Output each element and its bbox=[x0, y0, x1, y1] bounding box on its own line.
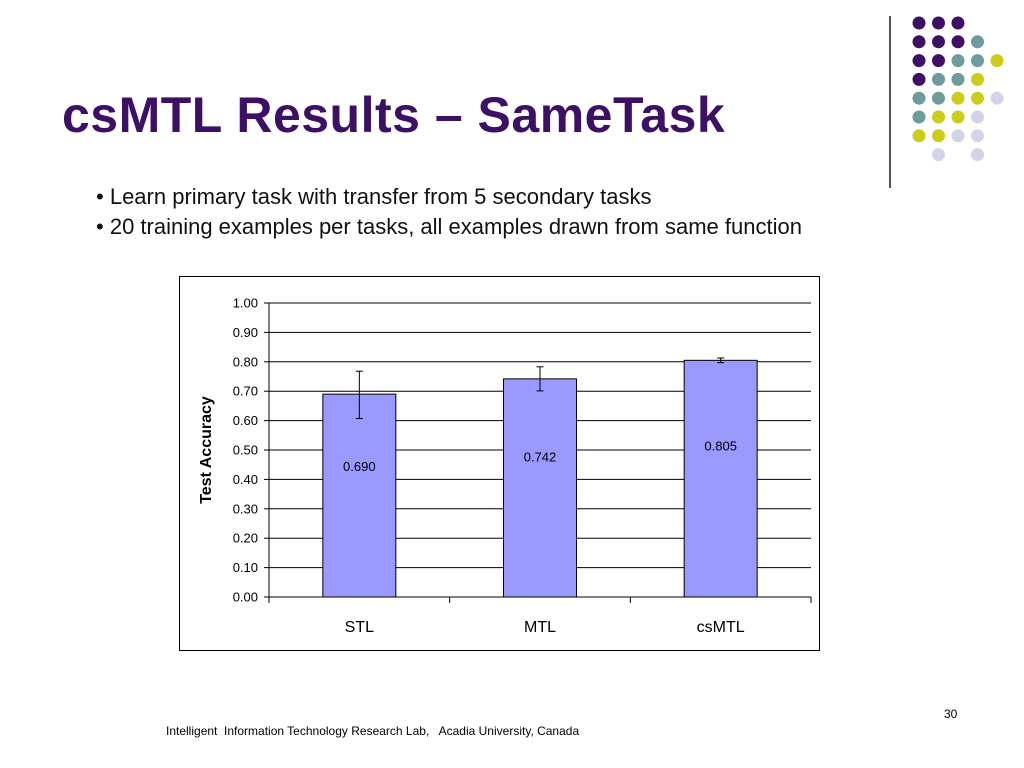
bar-value-label: 0.690 bbox=[343, 459, 376, 474]
decorative-dot bbox=[912, 72, 926, 86]
bar bbox=[322, 393, 397, 598]
decorative-dot bbox=[971, 110, 984, 124]
decorative-dot bbox=[912, 110, 926, 124]
decorative-dot bbox=[951, 110, 965, 124]
y-tick-label: 0.30 bbox=[233, 501, 258, 516]
decorative-dot bbox=[932, 16, 945, 30]
footer-text: Intelligent Information Technology Resea… bbox=[166, 724, 580, 738]
y-tick-label: 0.80 bbox=[233, 354, 258, 369]
decorative-dot bbox=[932, 35, 945, 49]
y-tick-label: 0.20 bbox=[233, 531, 258, 546]
y-tick-label: 0.70 bbox=[233, 384, 258, 399]
bar-chart: 0.00 0.10 0.20 0.30 0.40 0.50 0.60 0.70 0.80 0.90… bbox=[233, 296, 812, 636]
decorative-dot bbox=[971, 129, 984, 143]
decorative-dot bbox=[912, 16, 926, 30]
bar-value-label: 0.805 bbox=[704, 438, 737, 453]
decorative-dot bbox=[990, 91, 1004, 105]
y-tick-label: 0.60 bbox=[233, 413, 258, 428]
decorative-dot bbox=[951, 35, 965, 49]
bullet-item: 20 training examples per tasks, all exam… bbox=[96, 212, 802, 242]
y-tick-label: 0.50 bbox=[233, 443, 258, 458]
decorative-dot bbox=[932, 72, 945, 86]
x-tick-label: csMTL bbox=[697, 619, 745, 636]
bullet-list: Learn primary task with transfer from 5 … bbox=[96, 182, 802, 242]
decorative-dot bbox=[971, 35, 984, 49]
decorative-dot bbox=[912, 91, 926, 105]
decorative-dot bbox=[912, 129, 926, 143]
y-tick-label: 0.90 bbox=[233, 325, 258, 340]
slide-title: csMTL Results – SameTask bbox=[62, 87, 726, 143]
decorative-dot bbox=[990, 54, 1004, 68]
y-tick-label: 0.10 bbox=[233, 560, 258, 575]
decorative-dot bbox=[971, 148, 984, 162]
decorative-dot bbox=[932, 91, 945, 105]
chart-frame: 0.00 0.10 0.20 0.30 0.40 0.50 0.60 0.70 0.80 0.90… bbox=[179, 276, 820, 651]
y-tick-label: 1.00 bbox=[233, 296, 258, 311]
decorative-dot bbox=[951, 54, 965, 68]
decorative-dot bbox=[932, 110, 945, 124]
x-tick-label: STL bbox=[345, 619, 374, 636]
x-tick-label: MTL bbox=[524, 619, 556, 636]
decorative-dot bbox=[912, 35, 926, 49]
decorative-dot bbox=[971, 91, 984, 105]
y-tick-label: 0.00 bbox=[233, 590, 258, 605]
bar bbox=[683, 359, 758, 598]
decorative-dot bbox=[971, 72, 984, 86]
decorative-dot bbox=[932, 148, 945, 162]
decorative-dot bbox=[971, 54, 984, 68]
y-tick-label: 0.40 bbox=[233, 472, 258, 487]
decorative-dot bbox=[951, 129, 965, 143]
decorative-dot bbox=[951, 16, 965, 30]
bar-value-label: 0.742 bbox=[524, 450, 557, 465]
decorative-dot bbox=[912, 54, 926, 68]
y-axis-label: Test Accuracy bbox=[198, 396, 215, 504]
decorative-dot bbox=[951, 72, 965, 86]
bar bbox=[503, 378, 577, 598]
decorative-dot bbox=[932, 129, 945, 143]
decorative-dot bbox=[932, 54, 945, 68]
page-number: 30 bbox=[944, 707, 958, 721]
bullet-item: Learn primary task with transfer from 5 … bbox=[96, 182, 802, 212]
decorative-dot bbox=[951, 91, 965, 105]
title-divider bbox=[889, 16, 891, 188]
